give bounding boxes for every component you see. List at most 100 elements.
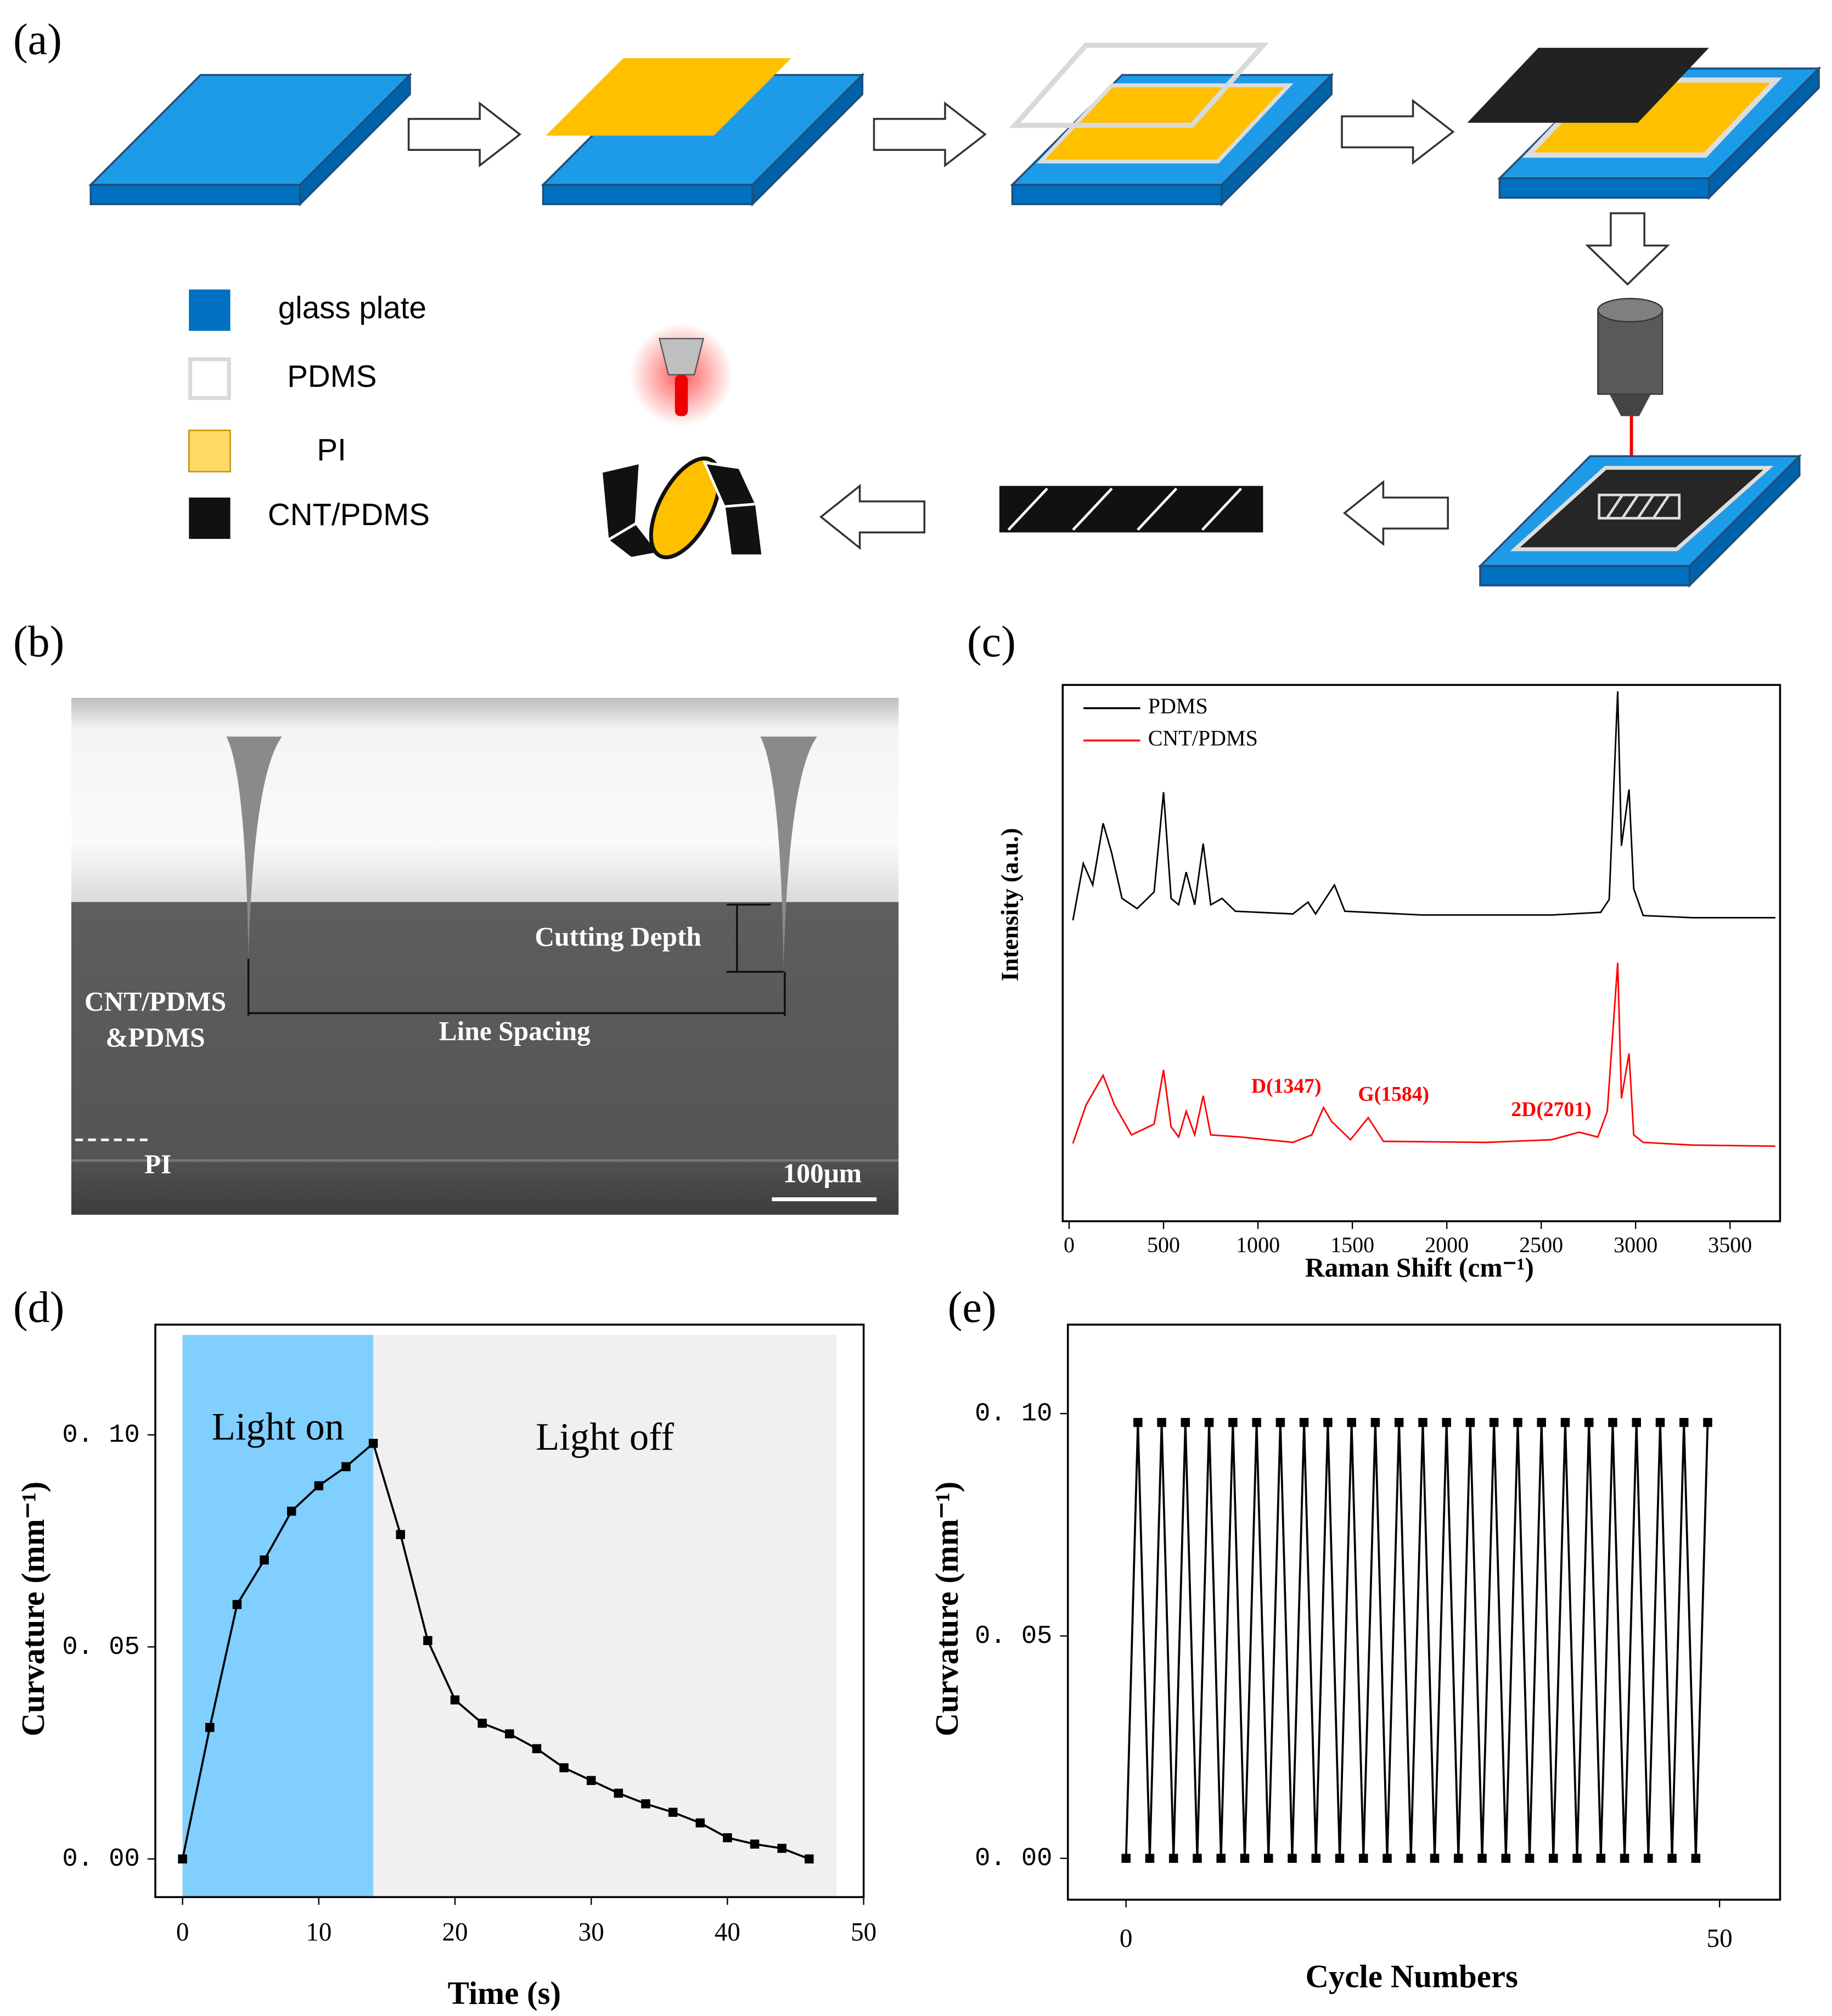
- y-tick-label: 0. 00: [975, 1844, 1052, 1873]
- marker: [559, 1763, 569, 1772]
- shaded-region: [373, 1334, 836, 1897]
- marker: [1240, 1854, 1250, 1863]
- marker: [314, 1481, 324, 1490]
- x-tick-label: 0: [176, 1918, 189, 1946]
- legend-label: glass plate: [278, 290, 426, 325]
- x-tick-label: 2000: [1425, 1232, 1469, 1257]
- marker: [777, 1844, 786, 1853]
- marker: [1560, 1418, 1570, 1427]
- marker: [1584, 1418, 1594, 1427]
- marker: [1477, 1854, 1487, 1863]
- y-tick-label: 0. 10: [62, 1421, 139, 1450]
- y-axis-label: Curvature (mm⁻¹): [15, 1482, 51, 1736]
- marker: [1655, 1418, 1665, 1427]
- marker: [805, 1854, 814, 1864]
- marker: [1572, 1854, 1582, 1863]
- panel-label: (e): [948, 1283, 997, 1332]
- chart: 0 50 0. 00 0. 05 0. 10 Cycle Numbers Curvature…: [929, 1324, 1782, 1995]
- marker: [1454, 1854, 1463, 1863]
- marker: [1359, 1854, 1368, 1863]
- marker: [750, 1839, 760, 1849]
- marker: [1430, 1854, 1440, 1863]
- panel-labels: (a) (b) (c) (d) (e): [13, 15, 1016, 1331]
- marker: [1263, 1854, 1273, 1863]
- marker: [1299, 1418, 1309, 1427]
- marker: [1501, 1854, 1511, 1863]
- legend-label: CNT/PDMS: [1148, 726, 1258, 751]
- x-tick-label: 0: [1064, 1232, 1075, 1257]
- marker: [1370, 1418, 1380, 1427]
- sem-label: 100μm: [783, 1158, 862, 1189]
- marker: [1489, 1418, 1499, 1427]
- marker: [1311, 1854, 1320, 1863]
- process-diagram: glass plate PDMS PI CNT/PDMS: [89, 42, 1820, 588]
- marker: [368, 1439, 378, 1448]
- marker: [1537, 1418, 1546, 1427]
- series-line: [1125, 1422, 1709, 1859]
- panel-label: (c): [967, 618, 1016, 666]
- marker: [505, 1729, 514, 1739]
- marker: [1525, 1854, 1535, 1863]
- marker: [641, 1799, 650, 1809]
- marker: [695, 1818, 705, 1828]
- marker: [341, 1462, 351, 1472]
- series-line: [1072, 691, 1775, 921]
- marker: [1204, 1418, 1214, 1427]
- series-line: [181, 1441, 810, 1860]
- legend-label: PDMS: [1148, 694, 1208, 718]
- marker: [1549, 1854, 1558, 1863]
- marker: [1133, 1418, 1143, 1427]
- marker: [286, 1506, 296, 1516]
- marker: [450, 1695, 460, 1705]
- annotation: D(1347): [1251, 1075, 1322, 1098]
- y-tick-label: 0. 00: [62, 1845, 139, 1874]
- marker: [477, 1719, 487, 1728]
- region-label: Light on: [212, 1405, 344, 1448]
- panel-label: (a): [13, 15, 62, 64]
- panel-label: (b): [13, 618, 64, 666]
- marker: [1691, 1854, 1701, 1863]
- sem-label: CNT/PDMS: [85, 986, 226, 1016]
- x-tick-label: 40: [715, 1918, 740, 1946]
- marker: [178, 1854, 187, 1864]
- legend-label: PI: [317, 432, 346, 467]
- marker: [1406, 1854, 1416, 1863]
- sem-label: Line Spacing: [439, 1016, 591, 1046]
- marker: [723, 1833, 732, 1843]
- y-axis-label: Curvature (mm⁻¹): [929, 1482, 965, 1736]
- x-axis-label: Raman Shift (cm⁻¹): [1305, 1252, 1534, 1282]
- marker: [586, 1776, 596, 1786]
- x-tick-label: 10: [306, 1918, 331, 1946]
- sem-image: Cutting Depth CNT/PDMS &PDMS Line Spacin…: [71, 697, 899, 1215]
- region-label: Light off: [536, 1416, 674, 1458]
- marker: [1193, 1854, 1202, 1863]
- x-tick-label: 30: [578, 1918, 604, 1946]
- legend-label: PDMS: [287, 359, 376, 393]
- x-tick-label: 1000: [1236, 1232, 1280, 1257]
- x-axis-label: Cycle Numbers: [1305, 1959, 1518, 1995]
- marker: [1228, 1418, 1238, 1427]
- x-tick-label: 3000: [1614, 1232, 1657, 1257]
- marker: [423, 1636, 432, 1646]
- x-tick-label: 3500: [1708, 1232, 1752, 1257]
- marker: [232, 1600, 242, 1609]
- marker: [1145, 1854, 1155, 1863]
- marker: [1168, 1854, 1178, 1863]
- marker: [1216, 1854, 1226, 1863]
- marker: [1181, 1418, 1190, 1427]
- marker: [668, 1807, 678, 1817]
- marker: [1703, 1418, 1712, 1427]
- marker: [1418, 1418, 1428, 1427]
- marker: [1596, 1854, 1606, 1863]
- y-tick-label: 0. 05: [975, 1622, 1052, 1651]
- marker: [1465, 1418, 1475, 1427]
- marker: [1347, 1418, 1356, 1427]
- sem-label: PI: [144, 1149, 171, 1179]
- chart: Light on Light off 0 10 20 30 40 50 0. 00 0. 05 0.…: [15, 1324, 876, 2011]
- annotation: G(1584): [1358, 1083, 1429, 1106]
- marker: [396, 1530, 405, 1539]
- marker: [532, 1744, 542, 1754]
- marker: [1288, 1854, 1297, 1863]
- y-tick-label: 0. 05: [62, 1633, 139, 1662]
